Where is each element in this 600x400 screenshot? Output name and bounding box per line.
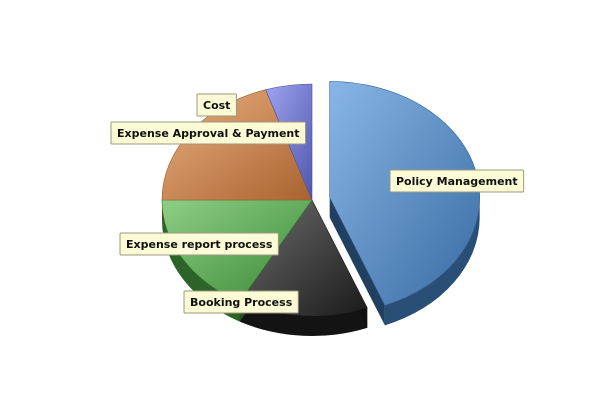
pie-slice-side bbox=[384, 197, 480, 326]
pie-label: Policy Management bbox=[389, 169, 525, 193]
pie-label: Booking Process bbox=[183, 290, 299, 314]
pie-slice-side bbox=[239, 301, 368, 336]
pie-label-text: Booking Process bbox=[190, 296, 293, 309]
pie-label: Cost bbox=[196, 93, 237, 117]
pie-labels: Policy Management Booking Process Expense … bbox=[110, 93, 525, 314]
pie-label-text: Cost bbox=[203, 99, 230, 112]
pie-slices bbox=[161, 81, 480, 317]
pie-slice-cut bbox=[329, 197, 385, 326]
pie-label-text: Policy Management bbox=[396, 175, 518, 188]
pie-label: Expense report process bbox=[119, 232, 279, 256]
pie-label-text: Expense Approval & Payment bbox=[117, 127, 300, 140]
pie-label: Expense Approval & Payment bbox=[110, 121, 307, 145]
pie-label-text: Expense report process bbox=[126, 238, 273, 251]
